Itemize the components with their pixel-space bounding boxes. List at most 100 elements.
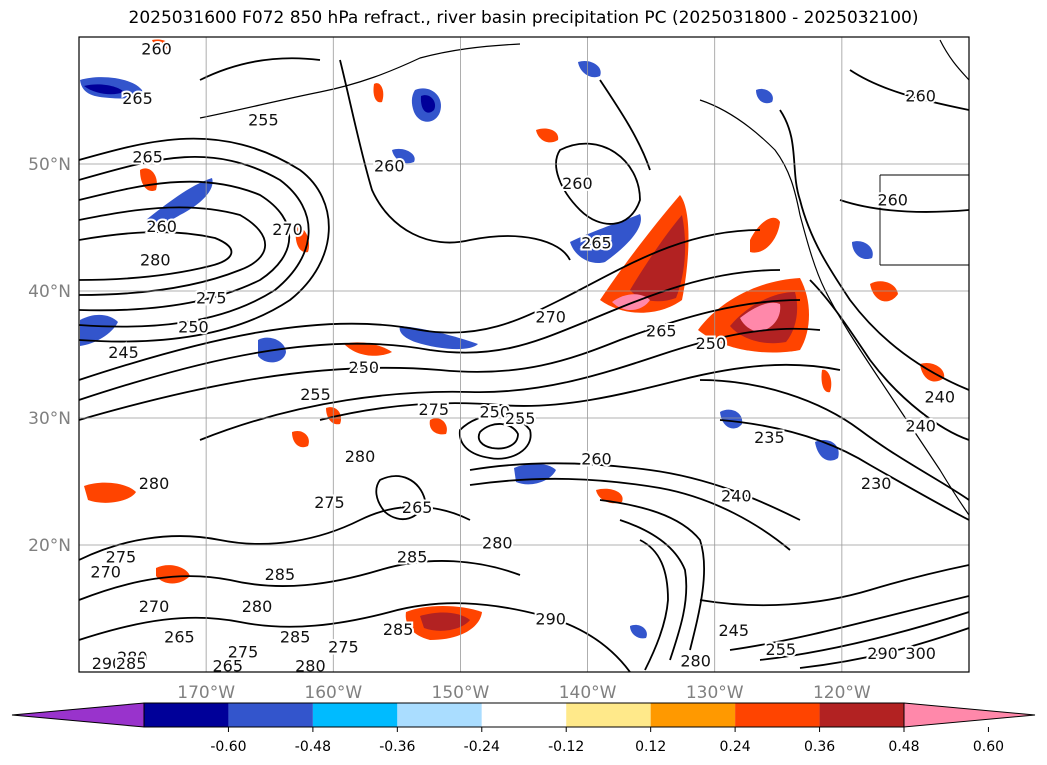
contour-label: 280 [295, 657, 326, 676]
contour-label: 270 [90, 563, 121, 582]
contour-label: 265 [212, 657, 243, 676]
negative-anomaly-patch [852, 241, 873, 260]
colorbar-box [228, 703, 313, 727]
contour-line [79, 137, 330, 343]
map-title: 2025031600 F072 850 hPa refract., river … [128, 8, 919, 28]
colorbar-extend-low [11, 702, 145, 728]
longitude-tick-label: 150°W [432, 683, 490, 703]
contour-line [79, 299, 801, 421]
contour-label: 275 [328, 638, 359, 657]
positive-anomaly-peak [612, 294, 650, 311]
contour-line [849, 69, 969, 111]
contour-line [339, 59, 571, 261]
map-frame [78, 36, 970, 673]
contour-label: 285 [280, 627, 311, 646]
colorbar-box [144, 703, 229, 727]
contour-line [729, 595, 969, 651]
longitude-tick-label: 130°W [686, 683, 744, 703]
contour-line [469, 477, 791, 551]
contour-label: 255 [248, 111, 279, 130]
contour-line [699, 564, 969, 607]
contour-line [79, 231, 233, 281]
positive-anomaly-patch [429, 418, 447, 435]
contour-line [469, 462, 801, 521]
contour-label: 270 [535, 307, 566, 326]
colorbar-tick-label: -0.24 [464, 739, 500, 755]
contour-label: 255 [300, 385, 331, 404]
map-panel[interactable]: 2602652552652602802752502452702602602652… [78, 36, 970, 676]
contour-label: 280 [680, 652, 711, 671]
contour-line [599, 499, 706, 651]
contour-line [79, 180, 291, 312]
colorbar-box [566, 703, 651, 727]
colorbar-tick-label: 0.60 [973, 739, 1004, 755]
alaska-coast [199, 43, 521, 119]
colorbar-tick-label: -0.12 [548, 739, 584, 755]
gridlines [79, 37, 969, 672]
contour-line [759, 611, 969, 661]
colorbar-box [735, 703, 820, 727]
longitude-labels: 170°W 160°W 150°W 140°W 130°W 120°W [177, 683, 871, 703]
contour-label: 285 [397, 547, 428, 566]
contour-label: 265 [646, 321, 677, 340]
positive-anomaly-patch [292, 430, 309, 448]
positive-anomaly-core [420, 612, 470, 631]
positive-anomaly-patch [344, 342, 392, 356]
contour-label: 250 [479, 403, 510, 422]
contour-line [699, 379, 969, 501]
contour-label: 245 [108, 343, 139, 362]
latitude-tick-label: 40°N [28, 282, 71, 302]
contour-label: 255 [766, 640, 797, 659]
map-background [79, 37, 969, 672]
contour-label: 285 [383, 620, 414, 639]
contour-label: 300 [905, 644, 936, 663]
coast-fragment [939, 39, 969, 81]
refractivity-contours [79, 57, 969, 672]
colorbar-tick-label: 0.12 [635, 739, 666, 755]
contour-line [79, 602, 631, 672]
contour-label: 275 [314, 493, 345, 512]
contour-line [199, 57, 321, 81]
contour-label: 275 [418, 400, 449, 419]
negative-anomaly-core [420, 95, 436, 113]
negative-anomaly-patch [80, 314, 118, 346]
contour-line [619, 519, 688, 661]
contour-label: 265 [122, 89, 153, 108]
contour-label: 270 [272, 220, 303, 239]
contour-label: 260 [374, 156, 405, 175]
contour-label: 265 [581, 234, 612, 253]
contour-line [79, 269, 781, 401]
contour-label: 240 [721, 486, 752, 505]
contour-label: 230 [861, 474, 892, 493]
contour-label: 240 [924, 387, 955, 406]
contour-line [79, 505, 471, 561]
contour-label: 260 [146, 217, 177, 236]
contour-closed [477, 423, 519, 450]
north-america-coast [699, 99, 969, 516]
colorbar-tick-label: -0.48 [295, 739, 331, 755]
contour-label: 280 [139, 474, 170, 493]
contour-label: 290 [867, 644, 898, 663]
contour-line [799, 627, 969, 669]
negative-anomaly-patch [756, 88, 773, 104]
contour-labels: 2602652552652602802752502452702602602652… [88, 37, 957, 676]
contour-label: 280 [140, 250, 171, 269]
negative-anomaly-patch [399, 326, 478, 350]
latitude-tick-label: 50°N [28, 155, 71, 175]
longitude-tick-label: 160°W [304, 683, 362, 703]
contour-label: 280 [482, 533, 513, 552]
colorbar-box [397, 703, 482, 727]
negative-anomaly-core [84, 84, 124, 95]
latitude-tick-label: 30°N [28, 409, 71, 429]
positive-anomaly-patch [750, 217, 780, 253]
colorbar-outline [143, 702, 905, 728]
contour-label: 260 [562, 174, 593, 193]
contour-line [79, 229, 761, 381]
positive-anomaly-patch [156, 565, 190, 584]
colorbar-tick-label: 0.36 [804, 739, 835, 755]
negative-anomaly-patch [720, 409, 743, 429]
colorbar-ticks: -0.60 -0.48 -0.36 -0.24 -0.12 0.12 0.24 0.36 0.4… [210, 727, 1004, 755]
colorbar-tick-label: 0.24 [720, 739, 751, 755]
contour-line [839, 199, 969, 213]
